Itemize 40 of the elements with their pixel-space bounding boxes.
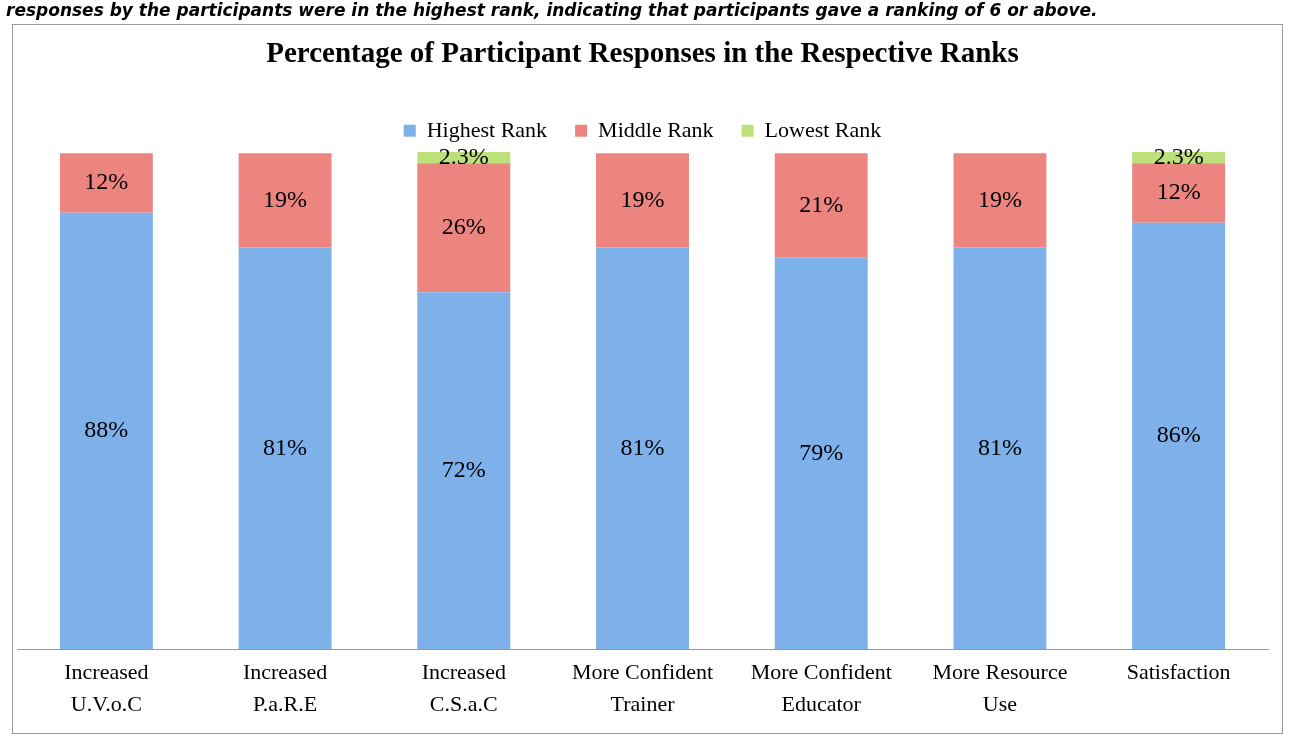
data-label: 79%	[799, 438, 844, 465]
bar	[59, 212, 153, 650]
data-label: 19%	[263, 185, 308, 212]
x-tick-label: Increased P.a.R.E	[242, 658, 328, 716]
data-label: 19%	[977, 185, 1022, 212]
x-tick-label: More Resource Use	[932, 658, 1068, 716]
data-label: 88%	[84, 416, 129, 443]
data-label: 21%	[799, 190, 844, 217]
legend-label: Highest Rank	[426, 116, 548, 142]
bar	[596, 247, 689, 650]
bar	[417, 163, 511, 293]
bar	[238, 247, 332, 650]
data-label: 81%	[977, 433, 1022, 460]
data-label: 72%	[441, 455, 486, 482]
bar	[1132, 163, 1226, 223]
x-tick-label: More Confident Trainer	[571, 658, 714, 716]
chart-title: Percentage of Participant Responses in the Respective Ranks	[266, 35, 1019, 68]
data-label: 81%	[620, 433, 665, 460]
bar	[238, 153, 332, 248]
data-label: 19%	[620, 185, 665, 212]
data-label: 12%	[1156, 178, 1201, 205]
x-tick-label: Increased C.S.a.C	[421, 658, 506, 716]
x-tick-label: Satisfaction	[1126, 658, 1231, 684]
bar	[417, 292, 511, 650]
bar	[596, 153, 689, 248]
text: responses by the participants were in the highest rank, indicating that participants gave a ranking of 6 or above.	[6, 0, 1098, 20]
bar	[953, 247, 1047, 650]
data-label: 86%	[1156, 421, 1201, 448]
data-label: 26%	[441, 212, 486, 239]
x-tick-label: Increased U.V.o.C	[64, 658, 149, 716]
legend-label: Lowest Rank	[764, 116, 882, 142]
bar	[1132, 222, 1226, 650]
data-label: 81%	[263, 433, 308, 460]
bar	[774, 257, 868, 650]
bar	[774, 153, 868, 258]
legend-label: Middle Rank	[598, 116, 714, 142]
bar	[953, 153, 1047, 248]
bar	[59, 153, 153, 213]
data-label: 12%	[84, 168, 129, 195]
x-tick-label: More Confident Educator	[750, 658, 892, 716]
